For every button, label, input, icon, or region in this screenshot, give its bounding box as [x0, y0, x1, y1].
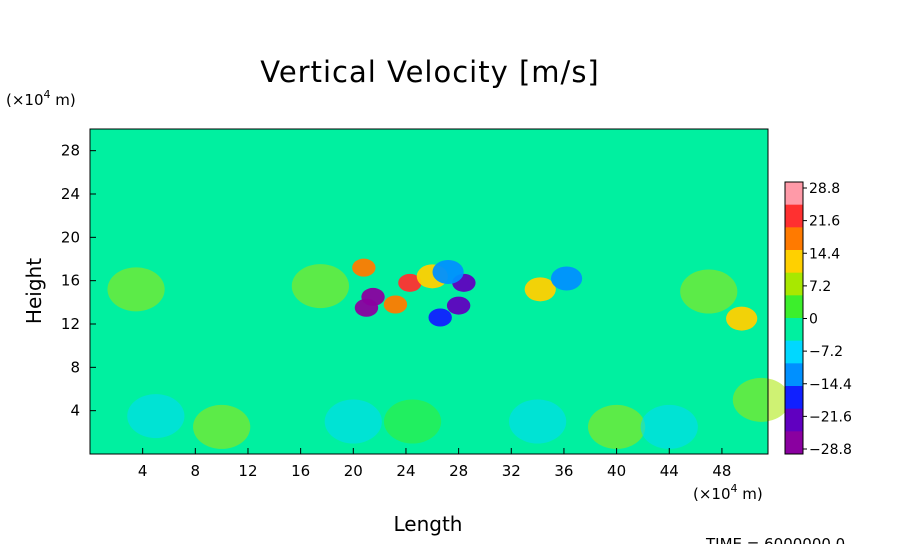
y-tick-label: 24	[61, 185, 80, 203]
field-feature	[361, 287, 385, 306]
colorbar: 28.8 21.6 14.4 7.2 0 −7.2 −14.4 −21.6 −28.8	[784, 181, 852, 458]
x-tick-label: 16	[291, 462, 310, 480]
x-tick-label: 24	[396, 462, 415, 480]
x-tick-label: 48	[712, 462, 731, 480]
field-feature	[428, 308, 452, 327]
y-axis-ticks: 4 8 12 16 20 24 28	[61, 142, 96, 420]
field-feature	[383, 295, 408, 314]
field-feature	[398, 273, 422, 292]
y-tick-label: 8	[70, 358, 80, 376]
colorbar-segment	[785, 431, 803, 455]
colorbar-segment	[785, 250, 803, 274]
colorbar-segment	[785, 182, 803, 206]
colorbar-segment	[785, 386, 803, 410]
colorbar-segment	[785, 204, 803, 228]
field-feature	[446, 296, 471, 315]
colorbar-segment	[785, 227, 803, 251]
x-tick-label: 8	[191, 462, 201, 480]
colorbar-label: −21.6	[809, 409, 852, 425]
field-feature	[732, 377, 791, 422]
colorbar-segment	[785, 318, 803, 342]
field-feature	[107, 267, 165, 312]
colorbar-label: 28.8	[809, 181, 840, 197]
x-tick-label: 12	[238, 462, 257, 480]
colorbar-label: 14.4	[809, 246, 840, 262]
field-feature	[324, 399, 382, 444]
field-feature	[352, 258, 376, 277]
time-label: TIME = 6000000.0	[705, 535, 845, 544]
colorbar-label: 7.2	[809, 279, 831, 295]
field-feature	[524, 277, 556, 302]
colorbar-label: 21.6	[809, 214, 840, 230]
colorbar-segment	[785, 295, 803, 319]
field-feature	[509, 399, 567, 444]
chart-title: Vertical Velocity [m/s]	[260, 55, 600, 89]
plot-frame	[89, 128, 769, 455]
field-feature	[550, 266, 583, 291]
y-tick-label: 20	[61, 228, 80, 246]
y-tick-label: 28	[61, 142, 80, 160]
x-axis-label: Length	[394, 512, 463, 536]
field-feature	[193, 404, 251, 449]
field-feature	[291, 264, 349, 309]
y-unit-label: (×104 m)	[6, 88, 76, 109]
colorbar-label: −28.8	[809, 442, 852, 458]
field-feature	[127, 394, 185, 439]
colorbar-label: 0	[809, 312, 818, 328]
x-tick-label: 36	[554, 462, 573, 480]
x-axis-ticks: 4 8 12 16 20 24 28 32 36 40 44 48	[138, 448, 731, 480]
plot-background	[90, 129, 768, 454]
field-feature	[680, 269, 738, 314]
field-feature	[383, 399, 442, 444]
y-tick-label: 4	[70, 402, 80, 420]
colorbar-segment	[785, 272, 803, 296]
plot-area	[89, 128, 791, 455]
x-unit-label: (×104 m)	[693, 482, 763, 503]
x-tick-label: 32	[502, 462, 521, 480]
colorbar-segment	[785, 363, 803, 387]
field-feature	[640, 404, 698, 449]
colorbar-label: −14.4	[809, 377, 852, 393]
field-feature	[726, 306, 758, 331]
x-tick-label: 28	[449, 462, 468, 480]
colorbar-segment	[785, 408, 803, 432]
y-axis-label: Height	[22, 258, 46, 324]
y-tick-label: 12	[61, 315, 80, 333]
field-feature	[588, 404, 646, 449]
colorbar-segment	[785, 340, 803, 364]
colorbar-label: −7.2	[809, 344, 843, 360]
x-tick-label: 40	[607, 462, 626, 480]
x-tick-label: 20	[344, 462, 363, 480]
y-tick-label: 16	[61, 272, 80, 290]
field-feature	[432, 260, 464, 284]
x-tick-label: 4	[138, 462, 148, 480]
x-tick-label: 44	[660, 462, 679, 480]
